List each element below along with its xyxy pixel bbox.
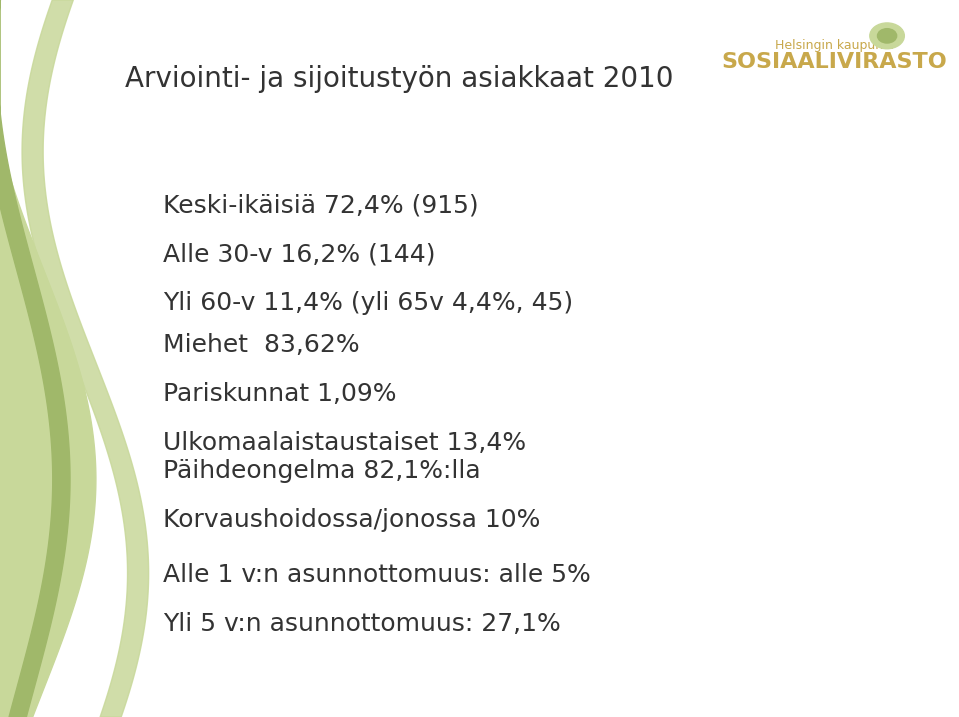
Text: Alle 30-v 16,2% (144): Alle 30-v 16,2% (144) (163, 242, 435, 266)
Text: Keski-ikäisiä 72,4% (915): Keski-ikäisiä 72,4% (915) (163, 194, 479, 217)
Text: Helsingin kaupunki: Helsingin kaupunki (775, 39, 894, 52)
Text: Korvaushoidossa/jonossa 10%: Korvaushoidossa/jonossa 10% (163, 508, 541, 531)
Circle shape (870, 23, 904, 49)
Text: Yli 60-v 11,4% (yli 65v 4,4%, 45): Yli 60-v 11,4% (yli 65v 4,4%, 45) (163, 291, 573, 315)
Circle shape (877, 29, 897, 43)
Text: Ulkomaalaistaustaiset 13,4%: Ulkomaalaistaustaiset 13,4% (163, 431, 526, 455)
Text: SOSIAALIVIRASTO: SOSIAALIVIRASTO (721, 52, 947, 72)
Text: Arviointi- ja sijoitustyön asiakkaat 2010: Arviointi- ja sijoitustyön asiakkaat 201… (125, 65, 673, 92)
Text: Miehet  83,62%: Miehet 83,62% (163, 333, 360, 357)
Text: Yli 5 v:n asunnottomuus: 27,1%: Yli 5 v:n asunnottomuus: 27,1% (163, 612, 561, 635)
Text: Päihdeongelma 82,1%:lla: Päihdeongelma 82,1%:lla (163, 459, 480, 483)
Text: Alle 1 v:n asunnottomuus: alle 5%: Alle 1 v:n asunnottomuus: alle 5% (163, 563, 591, 587)
Text: Pariskunnat 1,09%: Pariskunnat 1,09% (163, 382, 396, 406)
